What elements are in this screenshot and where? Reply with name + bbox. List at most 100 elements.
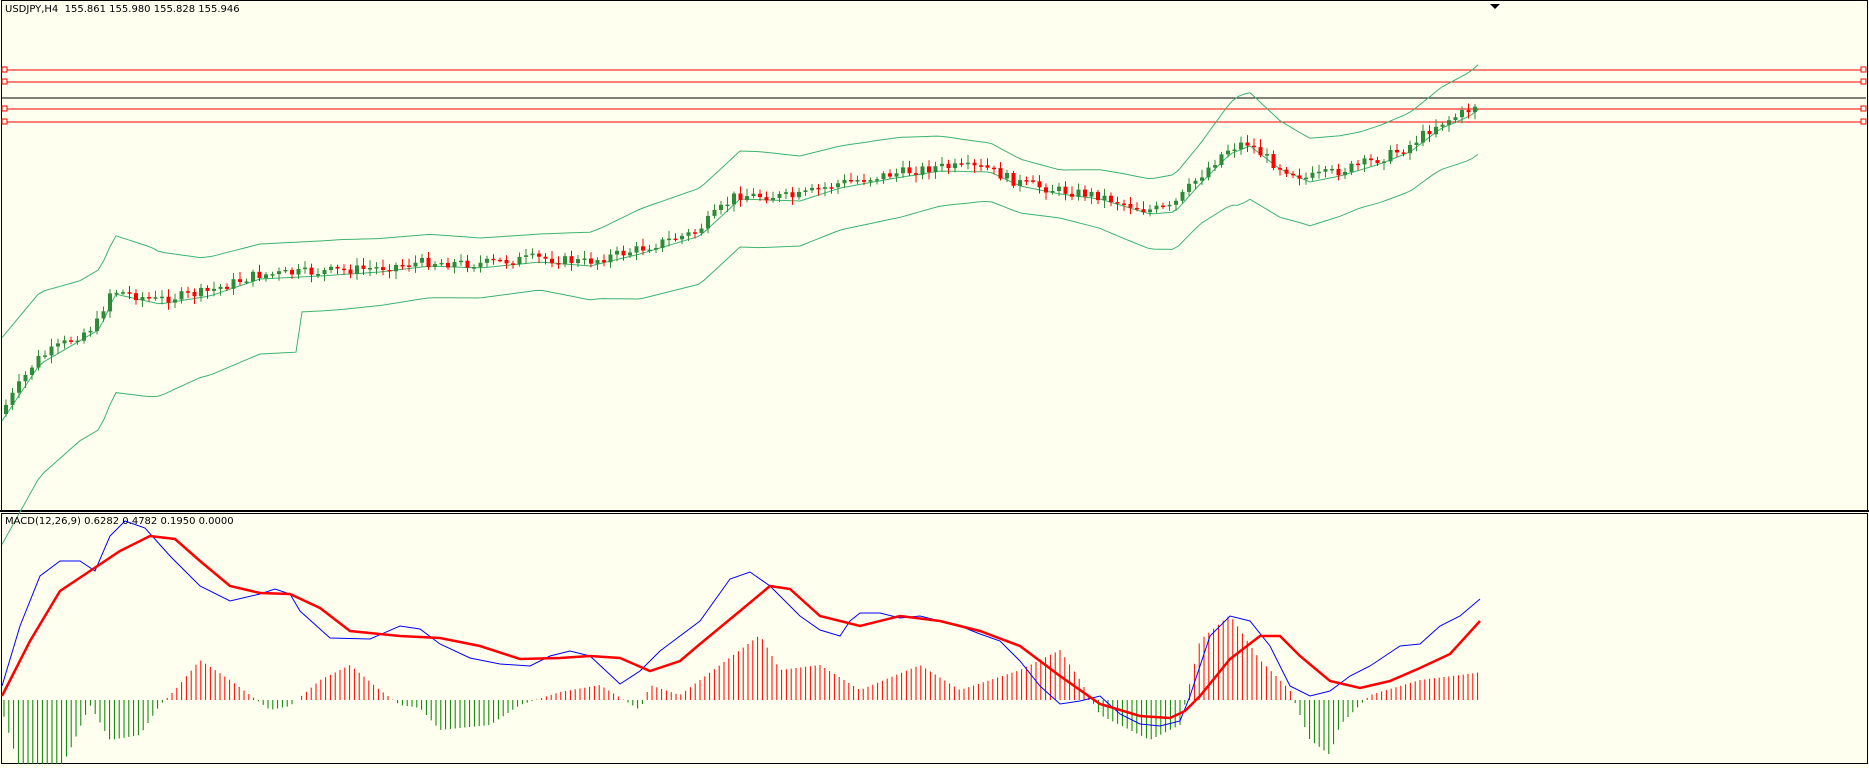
bull-candle xyxy=(173,299,177,303)
bull-candle xyxy=(199,287,203,297)
bear-candle xyxy=(602,260,606,263)
bull-candle xyxy=(712,209,717,216)
bear-candle xyxy=(491,258,496,261)
bear-candle xyxy=(1401,152,1406,154)
bull-candle xyxy=(452,262,457,268)
bear-candle xyxy=(998,168,1003,179)
bull-candle xyxy=(17,381,21,393)
bull-candle xyxy=(953,163,957,169)
bull-candle xyxy=(264,274,268,279)
bull-candle xyxy=(56,343,60,347)
bull-candle xyxy=(1323,169,1328,172)
bear-candle xyxy=(1044,187,1048,193)
bull-candle xyxy=(1057,186,1061,191)
bull-candle xyxy=(823,187,827,189)
bear-candle xyxy=(465,260,470,268)
level-handle-left xyxy=(1,118,8,125)
bull-candle xyxy=(270,274,275,276)
bear-candle xyxy=(914,173,918,175)
bull-candle xyxy=(1154,205,1159,210)
bull-candle xyxy=(1187,183,1191,192)
bull-candle xyxy=(420,258,424,263)
bear-candle xyxy=(764,197,769,201)
bear-candle xyxy=(550,258,554,264)
bear-candle xyxy=(1135,207,1139,210)
bull-candle xyxy=(777,193,782,198)
bull-candle xyxy=(374,267,379,269)
bull-candle xyxy=(277,271,281,275)
bear-candle xyxy=(387,270,392,272)
bear-candle xyxy=(829,187,834,189)
bear-candle xyxy=(504,259,509,264)
macd-line xyxy=(1,520,1481,727)
bull-candle xyxy=(1388,149,1393,162)
bear-candle xyxy=(166,296,171,303)
bear-candle xyxy=(1011,173,1016,186)
bull-candle xyxy=(212,288,216,291)
bear-candle xyxy=(1284,169,1289,174)
upper-band-line xyxy=(1,64,1479,338)
bull-candle xyxy=(43,355,47,357)
bull-candle xyxy=(1005,173,1009,179)
bull-candle xyxy=(901,167,905,174)
bear-candle xyxy=(641,246,645,251)
bull-candle xyxy=(1362,158,1367,165)
bear-candle xyxy=(446,262,450,268)
bear-candle xyxy=(186,291,190,293)
bull-candle xyxy=(920,166,925,175)
level-handle-right xyxy=(1860,78,1867,85)
bear-candle xyxy=(589,258,593,264)
level-handle-right xyxy=(1860,66,1867,73)
bull-candle xyxy=(114,292,119,295)
bear-candle xyxy=(738,193,743,201)
bull-candle xyxy=(699,228,704,233)
bull-candle xyxy=(101,311,106,319)
bear-candle xyxy=(127,292,132,294)
bull-candle xyxy=(413,262,418,267)
bull-candle xyxy=(329,266,333,270)
bull-candle xyxy=(803,190,808,192)
bear-candle xyxy=(556,263,561,265)
bull-candle xyxy=(23,374,28,382)
bear-candle xyxy=(1271,154,1276,168)
bull-candle xyxy=(751,193,756,197)
bull-candle xyxy=(316,274,320,276)
bull-candle xyxy=(1148,209,1152,213)
bull-candle xyxy=(4,404,8,414)
bear-candle xyxy=(1122,203,1126,205)
bull-candle xyxy=(1018,180,1022,186)
bull-candle xyxy=(563,256,567,265)
bull-candle xyxy=(894,173,899,177)
bull-candle xyxy=(95,318,99,331)
bull-candle xyxy=(121,292,125,294)
bull-candle xyxy=(439,262,444,265)
sub-panel-frame xyxy=(1,513,1868,764)
bull-candle xyxy=(1232,149,1237,151)
bull-candle xyxy=(615,250,619,255)
bear-candle xyxy=(1466,110,1471,113)
bull-candle xyxy=(82,332,86,341)
bear-candle xyxy=(537,253,541,257)
scroll-marker-icon[interactable] xyxy=(1490,4,1500,9)
bull-candle xyxy=(654,247,658,250)
bear-candle xyxy=(1395,149,1399,153)
bull-candle xyxy=(1434,126,1438,135)
bull-candle xyxy=(576,259,580,264)
bear-candle xyxy=(972,162,977,166)
bear-candle xyxy=(907,167,912,174)
bear-candle xyxy=(225,286,229,289)
bollinger-bands xyxy=(1,64,1479,545)
bear-candle xyxy=(1083,189,1087,197)
bull-candle xyxy=(1174,200,1178,205)
bull-candle xyxy=(108,293,112,312)
bear-candle xyxy=(979,165,983,167)
bear-candle xyxy=(1115,202,1120,204)
bull-candle xyxy=(36,355,41,368)
bull-candle xyxy=(244,281,249,283)
bear-candle xyxy=(1356,163,1360,166)
bull-candle xyxy=(881,173,886,180)
bull-candle xyxy=(303,267,307,270)
bull-candle xyxy=(1265,154,1269,156)
